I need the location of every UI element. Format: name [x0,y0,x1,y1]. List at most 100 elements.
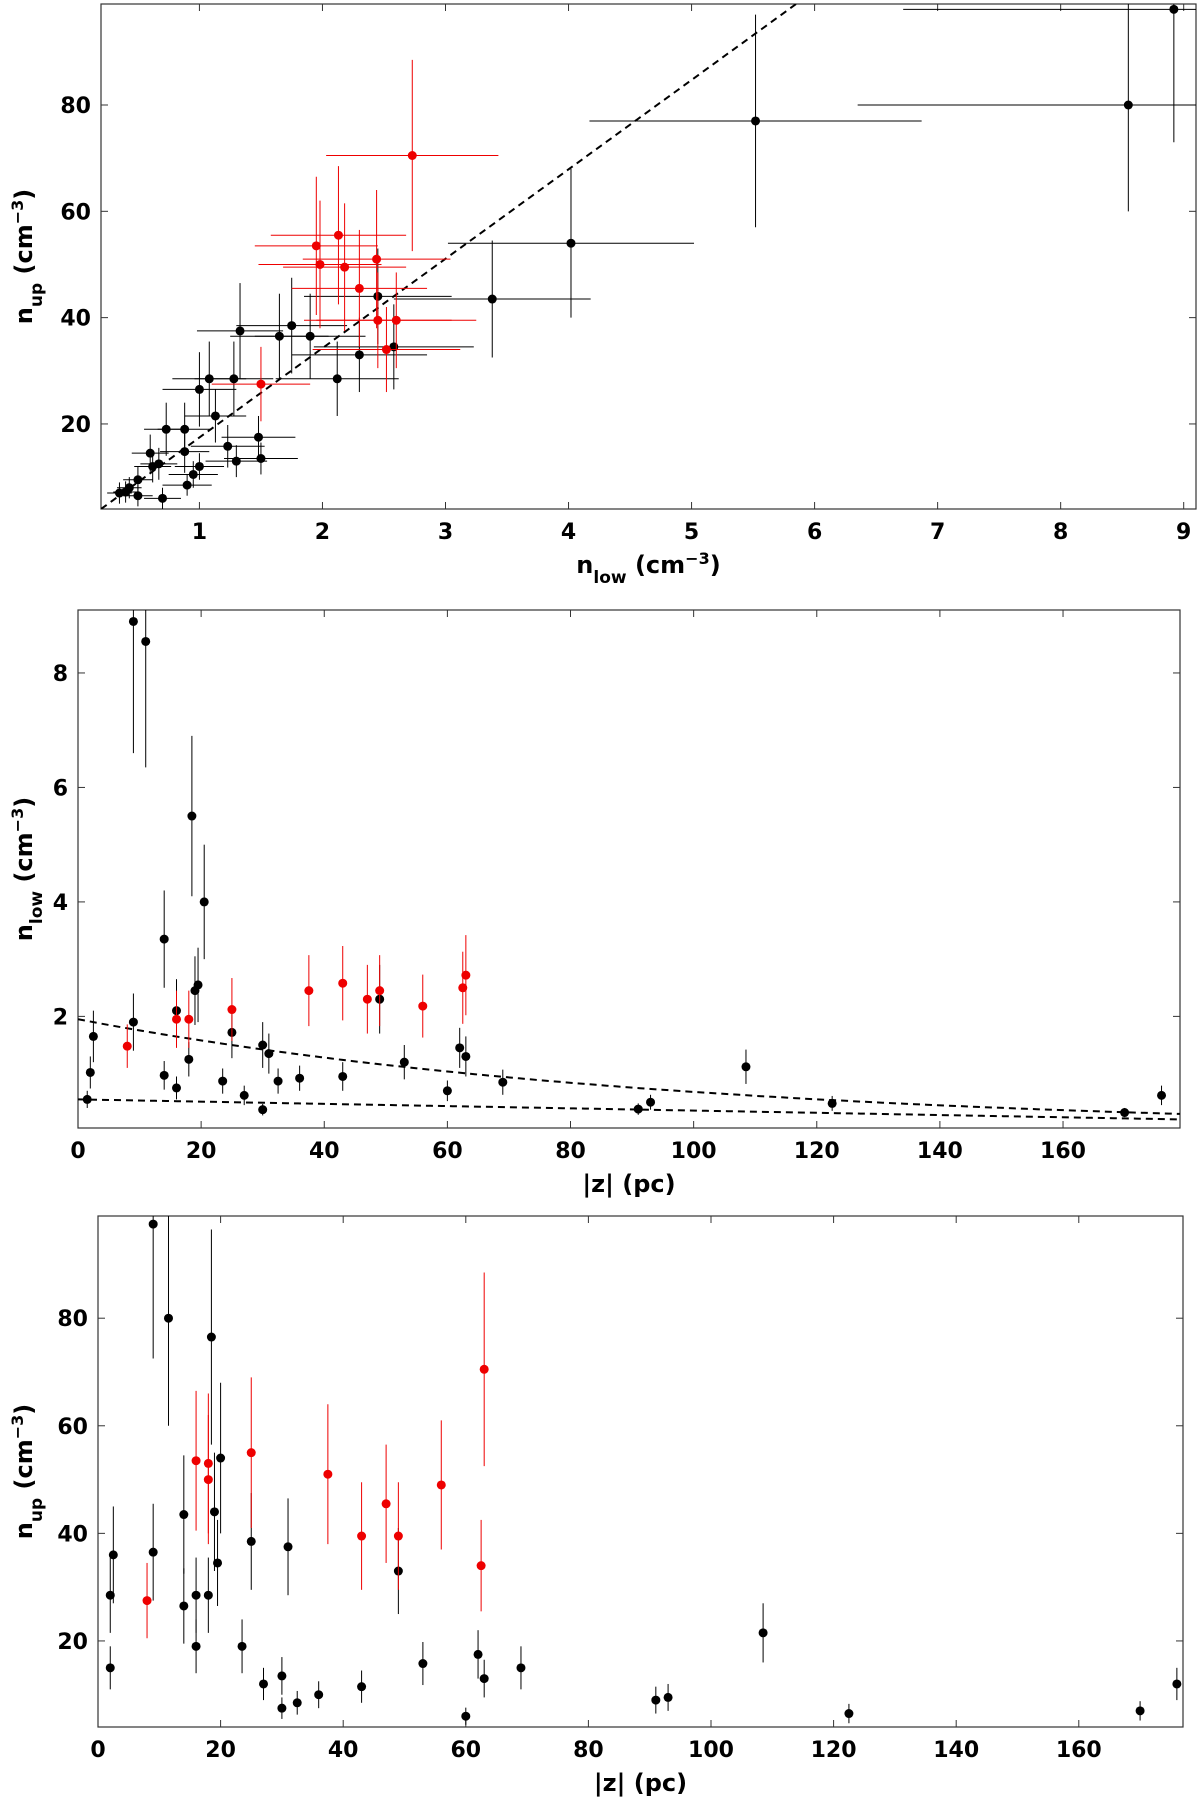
data-point-red [270,166,407,305]
data-point-red [227,978,237,1041]
marker [246,1448,256,1458]
marker [354,283,364,293]
x-tick-label: 20 [205,1738,236,1763]
data-point-black [168,461,218,488]
marker [333,230,343,240]
marker [203,1475,213,1485]
marker [418,1001,428,1011]
x-tick-label: 80 [573,1738,604,1763]
x-tick-label: 40 [309,1139,340,1164]
x-tick-label: 6 [807,520,822,545]
x-tick-label: 8 [1053,520,1068,545]
data-point-black [479,1659,489,1698]
data-point-black [399,1045,409,1080]
data-point-black [230,293,329,379]
marker [172,1014,182,1024]
x-tick-label: 160 [1056,1738,1102,1763]
data-point-red [172,990,182,1048]
data-point-red [436,1420,446,1550]
data-point-black [213,1519,223,1606]
marker [209,1507,219,1517]
marker [827,1098,837,1108]
data-point-black [205,445,268,478]
marker [108,1550,118,1560]
data-point-red [375,955,385,1027]
data-point-black [191,1619,201,1674]
data-point-red [283,203,407,331]
data-point-black [174,453,225,480]
marker [741,1062,751,1072]
x-tick-label: 60 [450,1738,481,1763]
marker [273,1076,283,1086]
marker [375,986,385,996]
marker [362,994,372,1004]
one-to-one-ratio-line [101,4,797,509]
data-point-black [314,1681,324,1709]
y-tick-label: 60 [57,1415,88,1440]
data-point-black [203,1557,213,1633]
marker [191,1590,201,1600]
chart-panel-3: 0 20 40 60 80 100 120 140 160 20 40 60 80 |z| (pc) nup… [8,1215,1184,1797]
marker [844,1709,854,1719]
data-point-red [258,200,382,329]
data-point-black [461,1036,471,1077]
data-point-black [633,1103,643,1115]
data-point-red [246,1377,256,1528]
data-point-black [172,341,247,416]
data-point-black [455,1027,465,1068]
marker [277,1703,287,1713]
x-tick-label: 120 [811,1738,857,1763]
data-point-black [442,1080,452,1102]
data-point-black [187,735,197,897]
data-point-black [162,352,237,427]
marker [235,326,245,336]
plot-area [78,610,1180,1121]
marker [487,294,497,304]
data-point-red [338,945,348,1021]
marker [338,1071,348,1081]
lower-fit-curve [78,1098,1180,1121]
marker [338,978,348,988]
data-point-black [283,1498,293,1596]
marker [646,1097,656,1107]
marker [476,1561,486,1571]
x-tick-label: 0 [70,1139,85,1164]
marker [199,897,209,907]
chart-panel-1: 1 2 3 4 5 6 7 8 9 20 40 60 80 nlow (cm−3) nup (cm−3) [8,3,1197,588]
x-tick-label: 9 [1176,520,1191,545]
chart-panel-2: 0 20 40 60 80 100 120 140 160 2 4 6 8 |z| (pc) nlow (c… [8,609,1181,1198]
data-point-red [122,1024,132,1068]
y-tick-label: 60 [60,200,91,225]
marker [304,986,314,996]
y-tick-label: 20 [57,1630,88,1655]
marker [182,480,192,490]
y-tick-label: 80 [57,1307,88,1332]
plot-frame [97,1215,1184,1728]
y-tick-label: 4 [53,891,68,916]
data-point-red [312,307,461,393]
data-point-black [651,1686,661,1714]
data-point-black [160,430,210,473]
marker [1135,1706,1145,1716]
data-point-black [758,1603,768,1663]
marker [758,1628,768,1638]
marker [332,374,342,384]
marker [191,1456,201,1466]
data-point-black [239,1085,249,1106]
data-point-black [295,1065,305,1091]
y-tick-label: 6 [53,776,68,801]
marker [187,811,197,821]
marker [227,1005,237,1015]
marker [461,1051,471,1061]
data-point-black [221,415,296,459]
x-axis-label: |z| (pc) [582,1170,675,1198]
marker [461,970,471,980]
plot-frame [100,3,1197,510]
marker [461,1711,471,1721]
y-tick-label: 80 [60,94,91,119]
marker [407,151,417,160]
data-point-black [461,1707,471,1725]
data-point-red [254,176,378,315]
marker [190,986,200,996]
data-point-black [105,1646,115,1690]
